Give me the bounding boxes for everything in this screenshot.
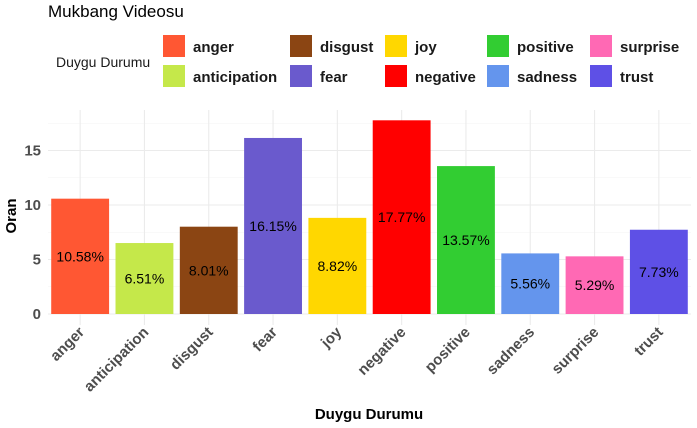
legend-key-sadness — [487, 65, 509, 87]
data-label-positive: 13.57% — [442, 232, 489, 248]
legend-key-fear — [290, 65, 312, 87]
bar-disgust — [179, 226, 238, 314]
data-label-joy: 8.82% — [317, 258, 357, 274]
legend-key-anger — [163, 35, 185, 57]
bar-trust — [629, 229, 688, 314]
legend-label-anger: anger — [193, 39, 234, 56]
x-tick-joy: joy — [317, 323, 346, 352]
x-tick-positive: positive — [422, 324, 474, 376]
y-tick-label: 0 — [33, 306, 41, 323]
data-label-surprise: 5.29% — [575, 277, 615, 293]
x-tick-anger: anger — [47, 324, 88, 365]
legend-label-surprise: surprise — [620, 39, 679, 56]
y-axis-title: Oran — [3, 198, 20, 233]
legend-label-joy: joy — [414, 39, 437, 56]
x-tick-anticipation: anticipation — [81, 324, 153, 396]
bar-labels: 10.58% 6.51% 8.01% 16.15% 8.82% 17.77% 13.57% 5… — [56, 209, 678, 293]
x-tick-disgust: disgust — [167, 324, 217, 374]
bar-negative — [372, 120, 431, 314]
x-tick-trust: trust — [631, 324, 667, 360]
x-tick-negative: negative — [354, 324, 409, 379]
legend-label-disgust: disgust — [320, 39, 373, 56]
legend-title: Duygu Durumu — [56, 54, 150, 70]
legend-key-disgust — [290, 35, 312, 57]
bars — [51, 120, 688, 314]
data-label-disgust: 8.01% — [189, 262, 229, 278]
legend-label-trust: trust — [620, 69, 653, 86]
chart-title: Mukbang Videosu — [48, 2, 184, 21]
bar-sadness — [501, 253, 560, 314]
legend-label-negative: negative — [415, 69, 476, 86]
y-tick-label: 10 — [24, 197, 41, 214]
y-axis-ticks: 0 5 10 15 — [24, 143, 41, 324]
data-label-fear: 16.15% — [249, 218, 296, 234]
bar-joy — [308, 217, 367, 314]
x-axis-title: Duygu Durumu — [315, 406, 423, 423]
x-tick-sadness: sadness — [484, 324, 538, 378]
legend-key-surprise — [590, 35, 612, 57]
data-label-negative: 17.77% — [378, 209, 425, 225]
data-label-sadness: 5.56% — [510, 276, 550, 292]
y-tick-label: 15 — [24, 143, 41, 160]
bar-positive — [437, 166, 495, 314]
legend-key-joy — [385, 35, 407, 57]
bar-anger — [51, 198, 110, 314]
data-label-anger: 10.58% — [56, 248, 103, 264]
legend: Duygu Durumu anger anticipation disgust fea… — [56, 35, 679, 87]
data-label-trust: 7.73% — [639, 264, 679, 280]
bar-anticipation — [115, 243, 174, 314]
legend-key-trust — [590, 65, 612, 87]
legend-label-positive: positive — [517, 39, 574, 56]
y-tick-label: 5 — [33, 252, 41, 269]
bar-fear — [244, 137, 302, 314]
legend-key-anticipation — [163, 65, 185, 87]
legend-label-sadness: sadness — [517, 69, 577, 86]
legend-label-anticipation: anticipation — [193, 69, 277, 86]
legend-key-positive — [487, 35, 509, 57]
legend-key-negative — [385, 65, 407, 87]
x-tick-fear: fear — [249, 324, 281, 356]
data-label-anticipation: 6.51% — [125, 271, 165, 287]
x-tick-surprise: surprise — [548, 324, 602, 378]
bar-surprise — [565, 256, 624, 314]
legend-label-fear: fear — [320, 69, 348, 86]
